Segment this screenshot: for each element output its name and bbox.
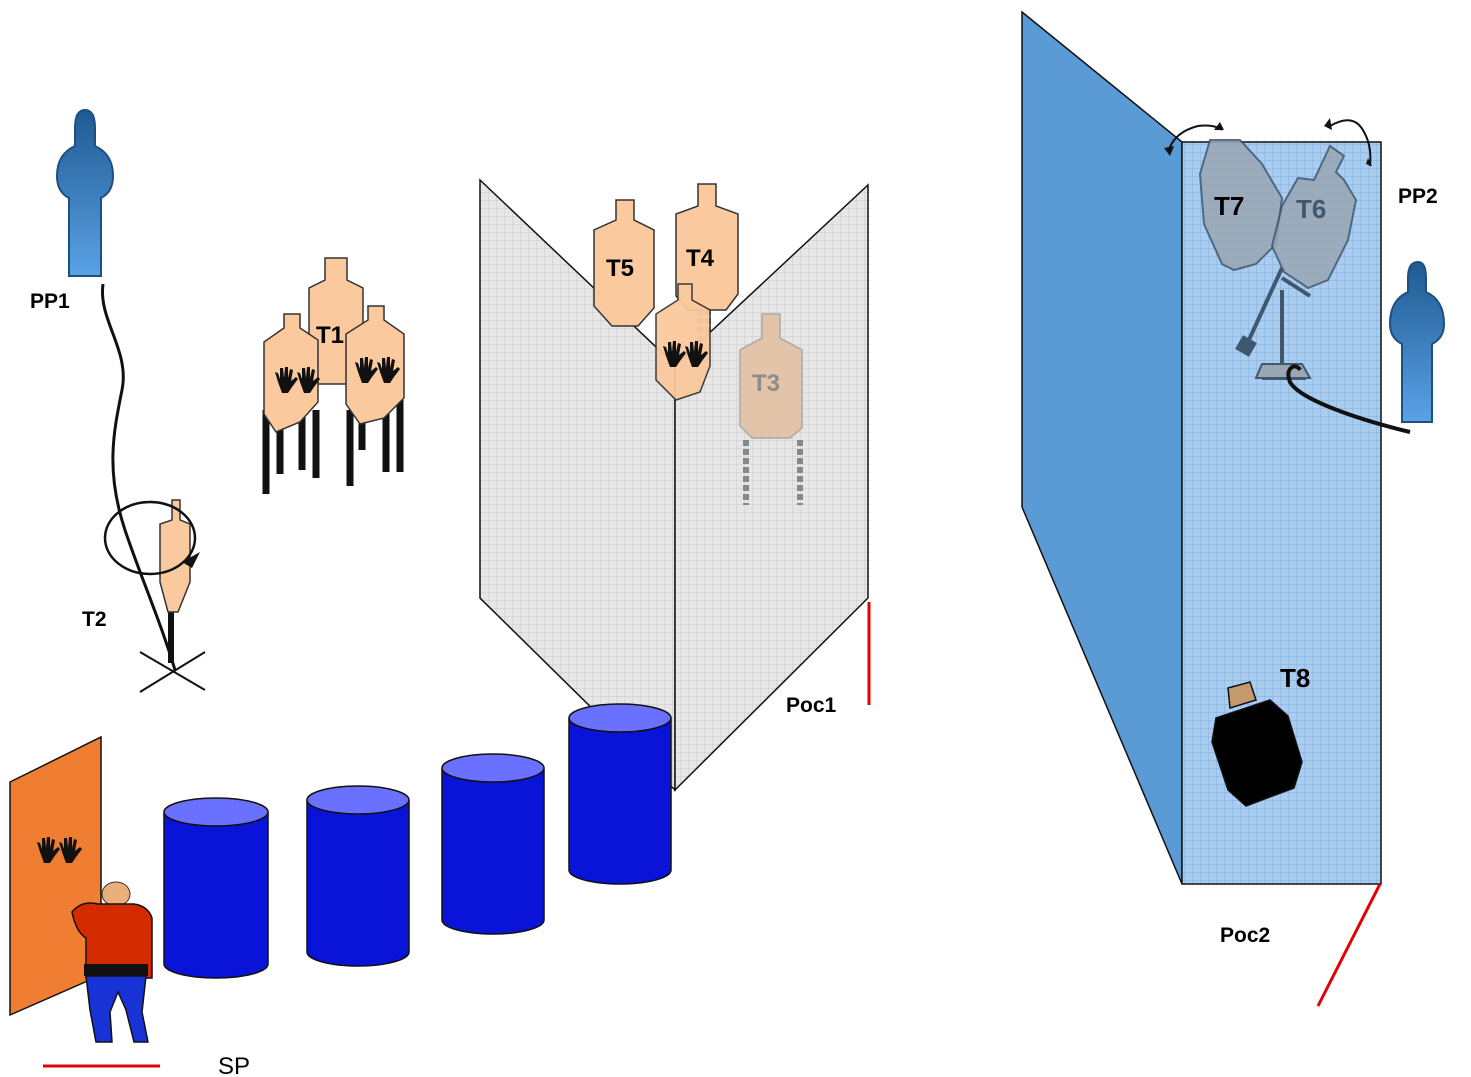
label-pp2: PP2 [1398,185,1438,208]
label-pp1: PP1 [30,290,70,313]
label-t8: T8 [1280,663,1310,693]
mesh-wall-poc1 [479,178,869,792]
popper-pp1 [55,108,115,277]
cable-pp1-t2 [100,283,177,671]
cable-pp2 [1286,364,1411,434]
shooter-figure-icon [71,881,153,1043]
label-sp: SP [218,1053,250,1077]
barrel-3 [441,753,545,935]
target-t4 [675,183,739,311]
target-t7 [1198,139,1284,272]
fault-line-poc2 [1316,883,1382,1007]
popper-pp2 [1388,260,1446,423]
label-t1: T1 [316,322,344,349]
rotation-arrow-icon [182,552,200,568]
target-t1-group [262,257,405,494]
label-t3: T3 [752,370,780,397]
barrel-4 [568,703,672,885]
target-t3 [739,313,803,505]
label-t2: T2 [82,608,107,631]
barrel-1 [163,797,269,979]
swing-arrow-right [1329,119,1372,167]
label-t7: T7 [1214,191,1244,221]
label-poc1: Poc1 [786,694,837,717]
blue-wall-side [1021,10,1183,885]
target-t5 [593,199,655,327]
label-t6: T6 [1296,194,1326,224]
target-t6 [1270,144,1358,290]
target-t8 [1211,681,1303,807]
label-poc2: Poc2 [1220,924,1270,947]
target-t2-swinger [103,499,206,693]
label-t4: T4 [686,245,715,272]
label-t5: T5 [606,255,634,282]
no-shoot-target-center [655,283,711,401]
barrel-2 [306,785,410,967]
swinger-linkage [1235,267,1312,380]
